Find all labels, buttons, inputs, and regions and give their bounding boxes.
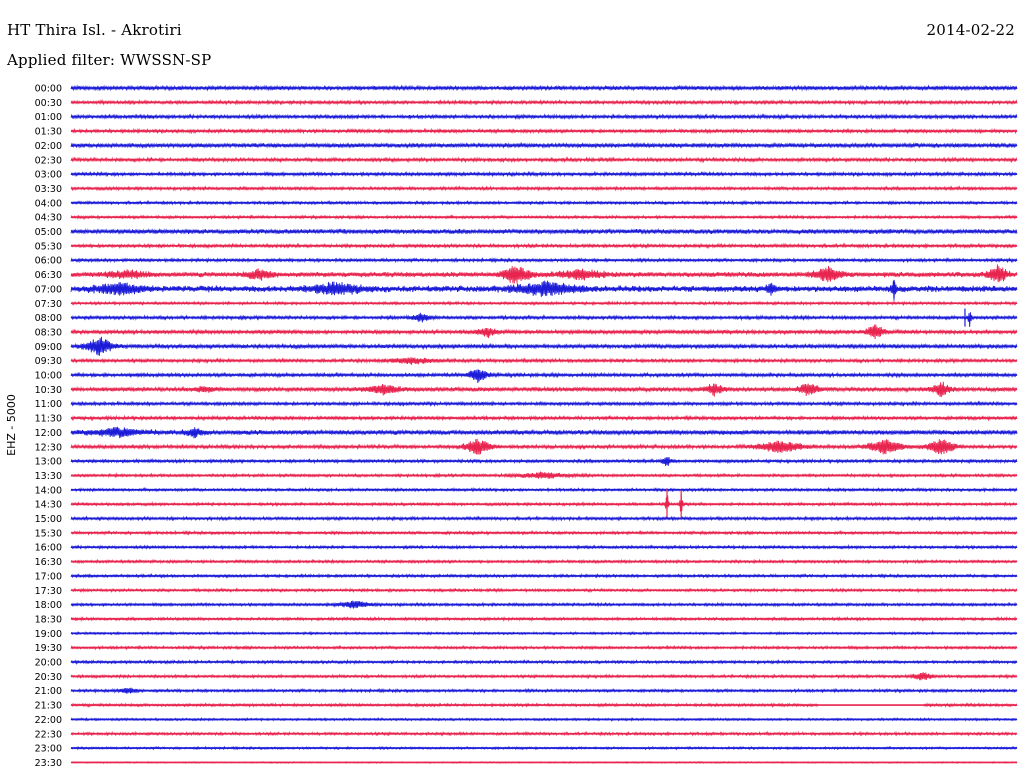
row-time-label: 16:30 — [35, 557, 62, 568]
row-time-label: 14:00 — [35, 485, 62, 496]
row-time-label: 09:00 — [35, 342, 62, 353]
seismogram-traces — [70, 84, 1018, 765]
row-time-label: 02:00 — [35, 141, 62, 152]
row-time-label: 08:30 — [35, 327, 62, 338]
row-time-label: 06:30 — [35, 270, 62, 281]
row-time-label: 18:30 — [35, 614, 62, 625]
row-time-label: 00:30 — [35, 98, 62, 109]
row-time-label: 15:00 — [35, 514, 62, 525]
trace-row — [70, 493, 1018, 513]
record-date: 2014-02-22 — [926, 21, 1015, 39]
row-time-label: 03:00 — [35, 170, 62, 181]
row-time-label: 07:30 — [35, 299, 62, 310]
channel-label: EHZ - 5000 — [5, 394, 18, 456]
row-time-label: 04:00 — [35, 198, 62, 209]
trace-row — [70, 280, 1018, 301]
row-time-label: 09:30 — [35, 356, 62, 367]
row-time-label: 11:00 — [35, 399, 62, 410]
row-time-label: 22:00 — [35, 715, 62, 726]
row-time-labels: 00:00 00:30 01:00 01:30 02:00 02:30 03:00 03:30… — [35, 84, 62, 769]
row-time-label: 03:30 — [35, 184, 62, 195]
row-time-label: 12:30 — [35, 442, 62, 453]
row-time-label: 13:00 — [35, 457, 62, 468]
row-time-label: 23:30 — [35, 758, 62, 769]
row-time-label: 05:00 — [35, 227, 62, 238]
row-time-label: 04:30 — [35, 213, 62, 224]
row-time-label: 01:30 — [35, 127, 62, 138]
row-time-label: 02:30 — [35, 155, 62, 166]
row-time-label: 00:00 — [35, 84, 62, 95]
row-time-label: 21:00 — [35, 686, 62, 697]
row-time-label: 16:00 — [35, 543, 62, 554]
row-time-label: 11:30 — [35, 414, 62, 425]
row-time-label: 12:00 — [35, 428, 62, 439]
row-time-label: 20:00 — [35, 658, 62, 669]
row-time-label: 13:30 — [35, 471, 62, 482]
row-time-label: 15:30 — [35, 528, 62, 539]
row-time-label: 17:30 — [35, 586, 62, 597]
row-time-label: 08:00 — [35, 313, 62, 324]
trace-row — [70, 312, 1018, 327]
station-title: HT Thira Isl. - Akrotiri — [7, 21, 182, 39]
filter-label: Applied filter: WWSSN-SP — [7, 51, 212, 69]
row-time-label: 21:30 — [35, 701, 62, 712]
row-time-label: 10:30 — [35, 385, 62, 396]
row-time-label: 23:00 — [35, 744, 62, 755]
row-time-label: 06:00 — [35, 256, 62, 267]
row-time-label: 07:00 — [35, 284, 62, 295]
row-time-label: 18:00 — [35, 600, 62, 611]
row-time-label: 22:30 — [35, 729, 62, 740]
row-time-label: 14:30 — [35, 500, 62, 511]
row-time-label: 01:00 — [35, 112, 62, 123]
row-time-label: 19:00 — [35, 629, 62, 640]
row-time-label: 17:00 — [35, 571, 62, 582]
row-time-label: 05:30 — [35, 241, 62, 252]
trace-row — [70, 369, 1018, 384]
row-time-label: 20:30 — [35, 672, 62, 683]
row-time-label: 10:00 — [35, 371, 62, 382]
row-time-label: 19:30 — [35, 643, 62, 654]
